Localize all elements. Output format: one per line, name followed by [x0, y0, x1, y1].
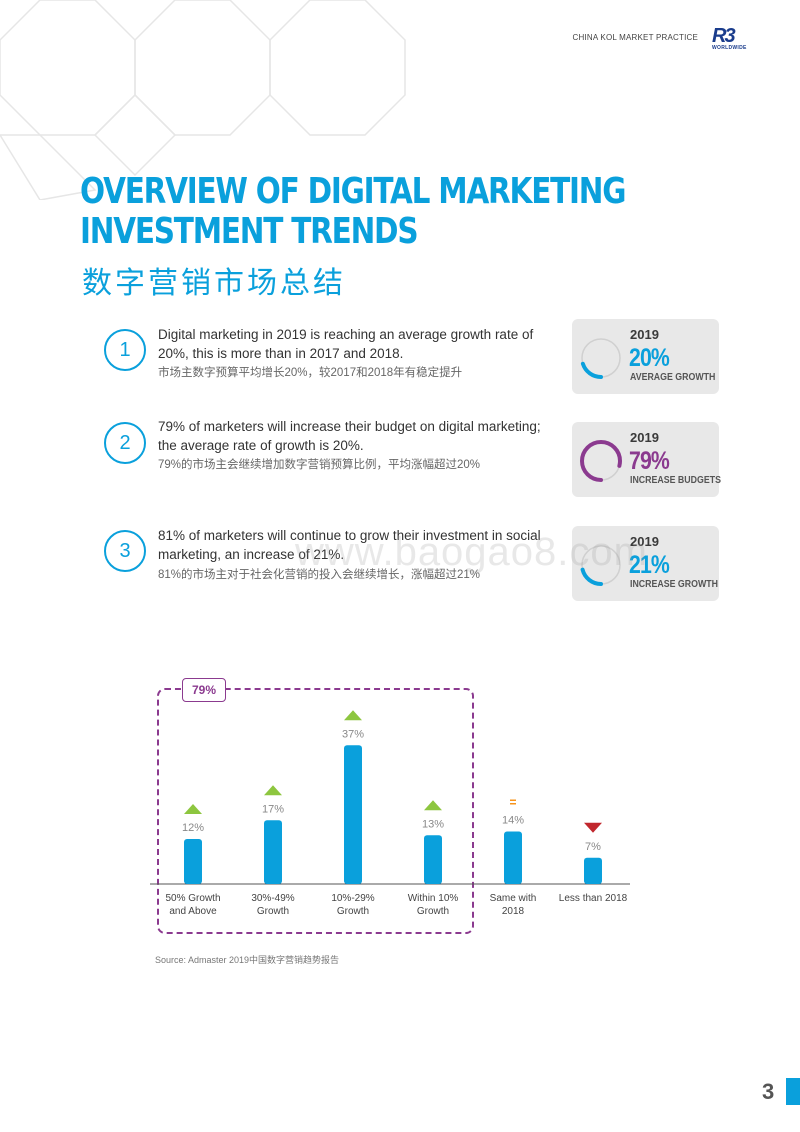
item-text-en: 81% of marketers will continue to grow t… — [158, 528, 541, 562]
bar-value-label: 37% — [342, 728, 364, 740]
trend-up-icon — [184, 804, 202, 814]
trend-up-icon — [264, 785, 282, 796]
item-text-en: 79% of marketers will increase their bud… — [158, 419, 541, 453]
item-text-en: Digital marketing in 2019 is reaching an… — [158, 327, 534, 361]
category-label: Growth — [257, 906, 289, 917]
bar — [584, 857, 602, 884]
stat-year: 2019 — [630, 327, 659, 342]
stat-year: 2019 — [630, 534, 659, 549]
bar-value-label: 14% — [502, 815, 524, 827]
trend-up-icon — [344, 710, 362, 721]
trend-equal-icon — [510, 803, 516, 805]
watermark: www.baogao8.com — [295, 530, 648, 574]
stat-year: 2019 — [630, 430, 659, 445]
stat-label: AVERAGE GROWTH — [630, 372, 716, 383]
stat-card: 2019 79% INCREASE BUDGETS — [572, 422, 721, 497]
header-section-title: CHINA KOL MARKET PRACTICE — [572, 33, 698, 42]
bar — [424, 835, 442, 884]
logo-mark: R3 — [712, 25, 736, 47]
stat-card: 2019 21% INCREASE GROWTH — [572, 526, 719, 601]
stat-value: 79% — [629, 447, 670, 475]
item-text-zh: 79%的市场主会继续增加数字营销预算比例，平均涨幅超过20% — [158, 459, 481, 471]
ring-progress — [580, 440, 622, 482]
stat-value: 20% — [629, 344, 670, 372]
ring-progress — [580, 544, 622, 586]
category-label: Growth — [417, 906, 449, 917]
category-label: Same with — [490, 893, 537, 904]
page-number-accent — [786, 1078, 800, 1105]
page-title-line1: OVERVIEW OF DIGITAL MARKETING — [80, 171, 627, 212]
trend-up-icon — [424, 800, 442, 811]
category-label: and Above — [169, 906, 217, 917]
page-title: OVERVIEW OF DIGITAL MARKETING INVESTMENT… — [80, 171, 627, 252]
insight-item-1: 1 Digital marketing in 2019 is reaching … — [0, 318, 800, 408]
highlight-group-box — [157, 688, 474, 934]
stat-label: INCREASE BUDGETS — [630, 475, 721, 486]
category-label: 2018 — [502, 906, 525, 917]
stat-card: 2019 20% AVERAGE GROWTH — [572, 319, 719, 394]
bar — [344, 745, 362, 884]
item-number-circle: 3 — [104, 530, 146, 572]
category-label: 30%-49% — [251, 893, 294, 904]
bar-value-label: 13% — [422, 818, 444, 830]
page-subtitle-zh: 数字营销市场总结 — [82, 267, 346, 300]
item-number-circle: 1 — [104, 329, 146, 371]
bar — [184, 839, 202, 884]
bar-value-label: 17% — [262, 803, 284, 815]
item-text-zh: 市场主数字预算平均增长20%，较2017和2018年有稳定提升 — [158, 367, 463, 379]
category-label: 50% Growth — [165, 893, 220, 904]
insight-item-3: 3 81% of marketers will continue to grow… — [0, 526, 800, 616]
progress-ring — [580, 544, 622, 586]
ring-progress — [580, 337, 622, 379]
trend-down-icon — [584, 822, 602, 833]
page-title-line2: INVESTMENT TRENDS — [80, 211, 419, 252]
category-label: Within 10% — [408, 893, 459, 904]
bar — [264, 820, 282, 884]
background-pattern — [0, 0, 406, 200]
bar — [504, 831, 522, 884]
insight-item-2: 2 79% of marketers will increase their b… — [0, 419, 800, 510]
page-number: 3 — [762, 1079, 775, 1104]
bar-value-label: 7% — [585, 841, 601, 853]
bar-value-label: 12% — [182, 822, 204, 834]
category-label: Less than 2018 — [559, 893, 628, 904]
item-number-circle: 2 — [104, 422, 146, 464]
logo-subtext: WORLDWIDE — [712, 45, 747, 51]
source-note: Source: Admaster 2019中国数字营销趋势报告 — [155, 955, 340, 965]
category-label: Growth — [337, 906, 369, 917]
stat-value: 21% — [629, 551, 670, 579]
highlight-group-badge: 79% — [182, 678, 226, 702]
progress-ring — [580, 337, 622, 379]
item-text-zh: 81%的市场主对于社会化营销的投入会继续增长，涨幅超过21% — [158, 569, 481, 581]
growth-bar-chart: 12% 50% Growth and Above 17% 30%-49% Growth 37… — [150, 710, 630, 917]
stat-label: INCREASE GROWTH — [630, 579, 718, 590]
company-logo: R3 WORLDWIDE — [712, 25, 752, 53]
category-label: 10%-29% — [331, 893, 374, 904]
progress-ring — [580, 440, 622, 482]
trend-equal-icon — [510, 799, 516, 801]
